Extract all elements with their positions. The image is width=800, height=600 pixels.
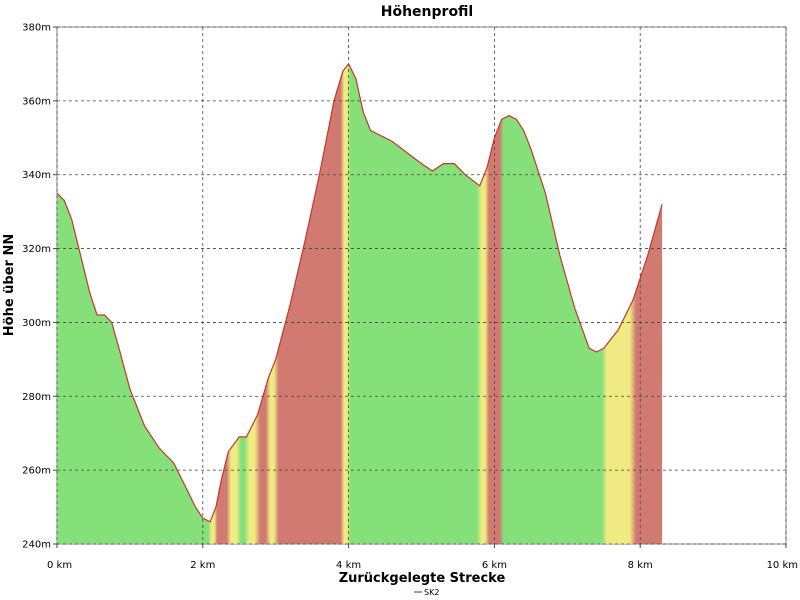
- y-axis-title: Höhe über NN: [2, 234, 17, 336]
- grid-lines: [56, 26, 787, 545]
- y-tick-label: 340m: [22, 170, 51, 181]
- chart-title: Höhenprofil: [381, 4, 473, 20]
- y-tick-label: 320m: [22, 244, 51, 255]
- legend: SK2: [414, 588, 439, 597]
- y-tick-label: 240m: [22, 540, 51, 551]
- x-tick-label: 8 km: [628, 560, 653, 571]
- x-tick-label: 2 km: [190, 560, 215, 571]
- y-tick-label: 300m: [22, 318, 51, 329]
- plot-area: [56, 26, 787, 545]
- y-tick-label: 280m: [22, 392, 51, 403]
- y-axis: 240m 260m 280m 300m 320m 340m 360m 380m: [22, 23, 57, 551]
- elevation-area: [57, 63, 663, 545]
- x-tick-label: 4 km: [336, 560, 361, 571]
- y-tick-label: 380m: [22, 23, 51, 34]
- x-tick-label: 10 km: [767, 560, 798, 571]
- x-axis: 0 km 2 km 4 km 6 km 8 km 10 km: [47, 544, 798, 571]
- y-tick-label: 360m: [22, 96, 51, 107]
- y-tick-label: 260m: [22, 466, 51, 477]
- x-tick-label: 6 km: [482, 560, 507, 571]
- x-tick-label: 0 km: [47, 560, 72, 571]
- legend-label-sk2: SK2: [424, 588, 439, 597]
- elevation-line: [56, 62, 663, 523]
- x-axis-title: Zurückgelegte Strecke: [339, 571, 506, 586]
